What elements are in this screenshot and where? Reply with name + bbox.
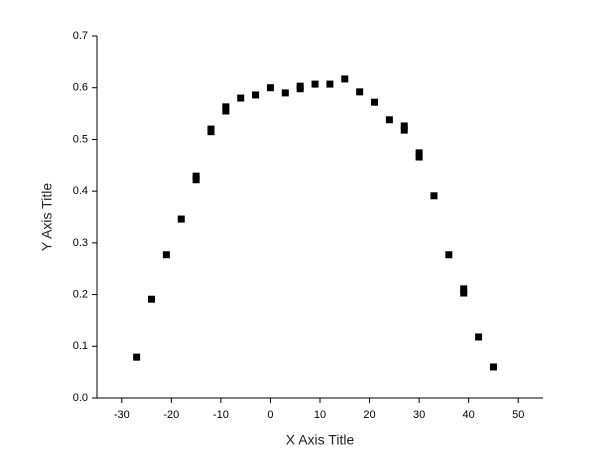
scatter-point — [356, 88, 364, 96]
x-tick-label: -20 — [163, 409, 179, 421]
y-tick-label: 0.2 — [73, 288, 88, 300]
x-tick-label: -30 — [114, 409, 130, 421]
scatter-point — [266, 84, 274, 92]
scatter-point — [207, 128, 215, 136]
scatter-point — [133, 353, 141, 361]
scatter-point — [385, 116, 393, 124]
scatter-point — [311, 80, 319, 88]
scatter-point — [371, 98, 379, 106]
x-axis-title: X Axis Title — [286, 432, 355, 448]
scatter-point — [192, 176, 200, 184]
scatter-point — [222, 107, 230, 115]
y-tick-label: 0.5 — [73, 133, 88, 145]
scatter-point — [460, 289, 468, 297]
scatter-point — [415, 153, 423, 161]
scatter-point — [162, 251, 170, 259]
scatter-point — [281, 89, 289, 97]
scatter-point — [475, 333, 483, 341]
scatter-point — [400, 122, 408, 130]
scatter-point — [326, 80, 334, 88]
scatter-point — [148, 295, 156, 303]
x-tick-label: 20 — [363, 409, 375, 421]
scatter-point — [445, 251, 453, 259]
scatter-point — [296, 85, 304, 93]
scatter-point — [177, 215, 185, 223]
x-tick-label: 10 — [314, 409, 326, 421]
x-tick-label: 40 — [463, 409, 475, 421]
scatter-point — [400, 126, 408, 134]
scatter-point — [489, 363, 497, 371]
y-tick-label: 0.4 — [73, 185, 88, 197]
y-tick-label: 0.6 — [73, 82, 88, 94]
x-tick-label: -10 — [213, 409, 229, 421]
x-tick-label: 30 — [413, 409, 425, 421]
scatter-point — [415, 149, 423, 157]
x-tick-label: 0 — [267, 409, 273, 421]
scatter-point — [222, 103, 230, 111]
y-tick-label: 0.3 — [73, 237, 88, 249]
y-tick-label: 0.1 — [73, 340, 88, 352]
scatter-point — [192, 172, 200, 180]
scatter-point — [430, 192, 438, 200]
scatter-point — [341, 75, 349, 83]
y-tick-label: 0.7 — [73, 30, 88, 42]
scatter-point — [252, 91, 260, 99]
scatter-point — [237, 94, 245, 102]
scatter-point — [460, 285, 468, 293]
y-tick-label: 0.0 — [73, 392, 88, 404]
x-tick-label: 50 — [512, 409, 524, 421]
y-axis-title: Y Axis Title — [39, 183, 55, 251]
